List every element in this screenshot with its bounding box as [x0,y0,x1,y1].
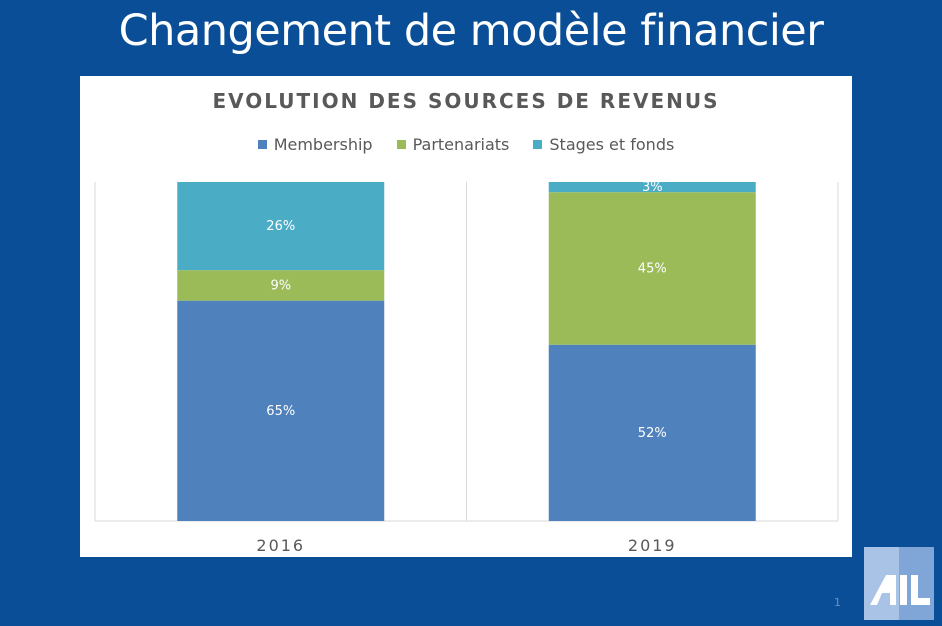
data-label: 65% [266,404,295,419]
data-label: 9% [270,278,291,293]
legend-label-stages: Stages et fonds [549,135,675,154]
data-label: 52% [638,426,667,441]
bar-segment [177,182,385,271]
chart-title: EVOLUTION DES SOURCES DE REVENUS [212,89,720,113]
legend-swatch-partenariats [396,140,406,149]
data-label: 26% [266,219,295,234]
bar-segment [177,270,385,301]
x-tick-label: 2016 [256,536,305,555]
legend-label-partenariats: Partenariats [412,135,510,154]
legend-item-membership[interactable]: Membership [257,135,373,154]
bar-segment [548,192,756,345]
x-tick-label: 2019 [628,536,677,555]
ail-logo [864,547,934,620]
slide-title: Changement de modèle financier [118,6,824,56]
bar-segment [177,300,385,521]
legend-label-membership: Membership [273,135,373,154]
stacked-bar-chart: 65% 9% 26% 2016 52% 45% 3% 2019 [94,180,839,555]
data-label: 45% [638,261,667,276]
chart-legend: Membership Partenariats Stages et fonds [80,135,852,154]
page-number: 1 [834,596,841,609]
bar-segment [548,344,756,521]
legend-swatch-membership [257,140,267,149]
bar-segment [548,182,756,193]
legend-swatch-stages [533,140,543,149]
legend-item-stages[interactable]: Stages et fonds [533,135,674,154]
chart-panel: EVOLUTION DES SOURCES DE REVENUS Members… [80,76,852,557]
data-label: 3% [642,180,663,195]
legend-item-partenariats[interactable]: Partenariats [396,135,510,154]
